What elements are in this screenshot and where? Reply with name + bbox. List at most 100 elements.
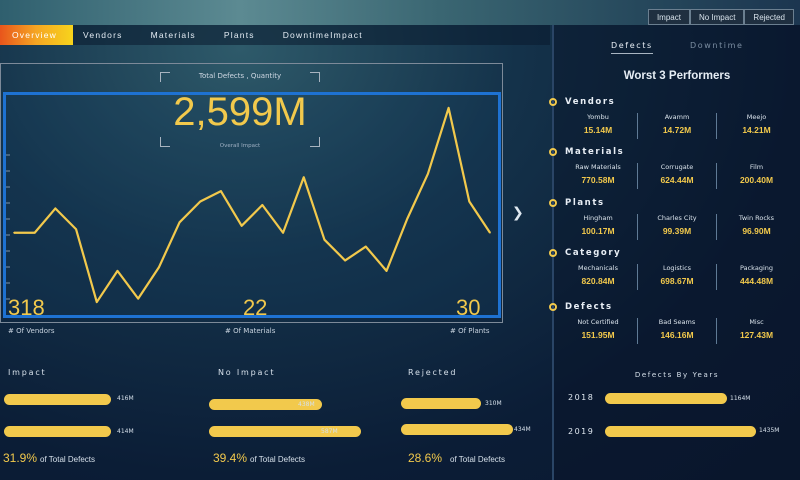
series-line bbox=[14, 106, 491, 304]
performer-value: 770.58M bbox=[581, 175, 615, 185]
filter-no-impact-button[interactable]: No Impact bbox=[689, 9, 745, 25]
pct-suffix: of Total Defects bbox=[450, 455, 506, 464]
performer-value: 151.95M bbox=[581, 330, 615, 340]
performer-value: 96.90M bbox=[742, 226, 771, 236]
bar-value: 434M bbox=[514, 426, 531, 433]
kpi-corner-br bbox=[310, 137, 320, 147]
pct-suffix: of Total Defects bbox=[40, 455, 96, 464]
data-point bbox=[385, 270, 388, 272]
stat-value: 30 bbox=[456, 295, 481, 320]
data-point bbox=[199, 200, 202, 203]
bullet-icon bbox=[549, 303, 557, 311]
data-point bbox=[406, 218, 409, 220]
category-category: Category Mechanicals 820.84M Logistics 698… bbox=[549, 247, 800, 290]
data-point bbox=[261, 204, 264, 206]
data-point bbox=[427, 173, 429, 175]
performer-item: Twin Rocks 96.90M bbox=[717, 214, 796, 240]
rejected-bar-2018 bbox=[401, 398, 481, 409]
category-plants: Plants Hingham 100.17M Charles City 99.39M… bbox=[549, 197, 800, 240]
kpi-corner-bl bbox=[160, 137, 170, 147]
line-chart-svg bbox=[6, 106, 491, 304]
performer-item: Misc 127.43M bbox=[717, 318, 796, 344]
performer-value: 444.48M bbox=[739, 276, 774, 286]
category-materials: Materials Raw Materials 770.58M Corrugate… bbox=[549, 146, 800, 189]
performer-value: 100.17M bbox=[581, 226, 615, 236]
performer-value: 15.14M bbox=[583, 125, 613, 135]
tab-materials[interactable]: Materials bbox=[150, 30, 196, 40]
performer-value: 820.84M bbox=[581, 276, 615, 286]
performer-value: 127.43M bbox=[739, 330, 774, 340]
worst-performers-panel: Defects Downtime Worst 3 Performers Vend… bbox=[549, 25, 800, 480]
performer-item: Mechanicals 820.84M bbox=[559, 264, 638, 290]
worst-performers-title: Worst 3 Performers bbox=[623, 70, 731, 82]
impact-percentage: 31.9% of Total Defects bbox=[3, 451, 95, 465]
performer-name: Misc bbox=[749, 318, 764, 326]
kpi-subcaption: Overall Impact bbox=[219, 143, 261, 149]
no-impact-bar-2019 bbox=[209, 426, 361, 437]
performer-item: Hingham 100.17M bbox=[559, 214, 638, 240]
kpi-corner-tl bbox=[160, 72, 170, 82]
year-bar-2018 bbox=[605, 393, 727, 404]
pct-value: 39.4% bbox=[213, 451, 248, 465]
stat-vendors: 318 # Of Vendors bbox=[8, 295, 55, 335]
performer-value: 99.39M bbox=[662, 226, 692, 236]
data-point bbox=[240, 225, 243, 227]
tab-vendors[interactable]: Vendors bbox=[83, 30, 123, 40]
stat-plants: 30 # Of Plants bbox=[450, 295, 490, 335]
bullet-icon bbox=[549, 249, 557, 257]
impact-bar-2019 bbox=[4, 426, 111, 437]
filter-buttons: Impact No Impact Rejected bbox=[647, 9, 794, 25]
performer-item: Avamm 14.72M bbox=[638, 113, 717, 139]
performer-item: Corrugate 624.44M bbox=[638, 163, 717, 189]
data-point bbox=[323, 238, 326, 241]
stat-materials: 22 # Of Materials bbox=[225, 295, 275, 335]
top-banner: Impact No Impact Rejected bbox=[0, 0, 800, 25]
performer-name: Bad Seams bbox=[658, 318, 696, 326]
data-point bbox=[158, 266, 160, 269]
category-name: Materials bbox=[565, 147, 625, 157]
total-defects-value: 2,599M bbox=[173, 90, 307, 134]
tab-defects[interactable]: Defects bbox=[611, 41, 653, 54]
filter-rejected-button[interactable]: Rejected bbox=[744, 9, 794, 25]
data-point bbox=[13, 231, 15, 234]
tab-downtime[interactable]: Downtime bbox=[690, 41, 744, 50]
data-point bbox=[344, 259, 346, 262]
pct-value: 31.9% bbox=[3, 451, 38, 465]
data-point bbox=[95, 301, 98, 303]
tab-plants[interactable]: Plants bbox=[223, 30, 255, 40]
data-point bbox=[33, 231, 36, 234]
group-title-impact: Impact bbox=[8, 368, 47, 377]
chevron-right-icon[interactable]: ❯ bbox=[512, 205, 524, 221]
performer-name: Yombu bbox=[587, 113, 609, 121]
data-point bbox=[137, 297, 139, 300]
impact-bar-2018 bbox=[4, 394, 111, 405]
performer-item: Bad Seams 146.16M bbox=[638, 318, 717, 344]
performer-name: Film bbox=[749, 163, 764, 171]
stat-label: # Of Vendors bbox=[8, 327, 55, 335]
year-bar-2019 bbox=[605, 426, 756, 437]
bullet-icon bbox=[549, 98, 557, 106]
category-vendors: Vendors Yombu 15.14M Avamm 14.72M Meejo 14.… bbox=[549, 96, 800, 139]
category-defects: Defects Not Certified 151.95M Bad Seams 14… bbox=[549, 301, 800, 344]
defects-trend-chart[interactable] bbox=[3, 92, 501, 318]
performer-name: Not Certified bbox=[577, 318, 619, 326]
data-point bbox=[302, 176, 305, 179]
performer-name: Corrugate bbox=[660, 163, 694, 171]
kpi-caption: Total Defects , Quantity bbox=[198, 72, 282, 80]
bullet-icon bbox=[549, 199, 557, 207]
bar-value: 416M bbox=[117, 395, 134, 402]
overview-panel: Total Defects , Quantity 2,599M Overall … bbox=[0, 45, 550, 480]
data-point bbox=[54, 207, 57, 210]
group-title-no-impact: No Impact bbox=[218, 368, 276, 377]
group-title-rejected: Rejected bbox=[408, 368, 458, 377]
category-name: Category bbox=[565, 248, 622, 258]
filter-impact-button[interactable]: Impact bbox=[647, 9, 690, 25]
tab-downtime-impact[interactable]: DowntimeImpact bbox=[282, 30, 363, 40]
stat-label: # Of Plants bbox=[450, 327, 490, 335]
performer-value: 698.67M bbox=[660, 276, 694, 286]
tab-overview[interactable]: Overview bbox=[0, 25, 73, 45]
stat-label: # Of Materials bbox=[225, 327, 276, 335]
performer-name: Meejo bbox=[746, 113, 767, 121]
performer-name: Mechanicals bbox=[578, 264, 618, 272]
data-point bbox=[489, 231, 491, 234]
